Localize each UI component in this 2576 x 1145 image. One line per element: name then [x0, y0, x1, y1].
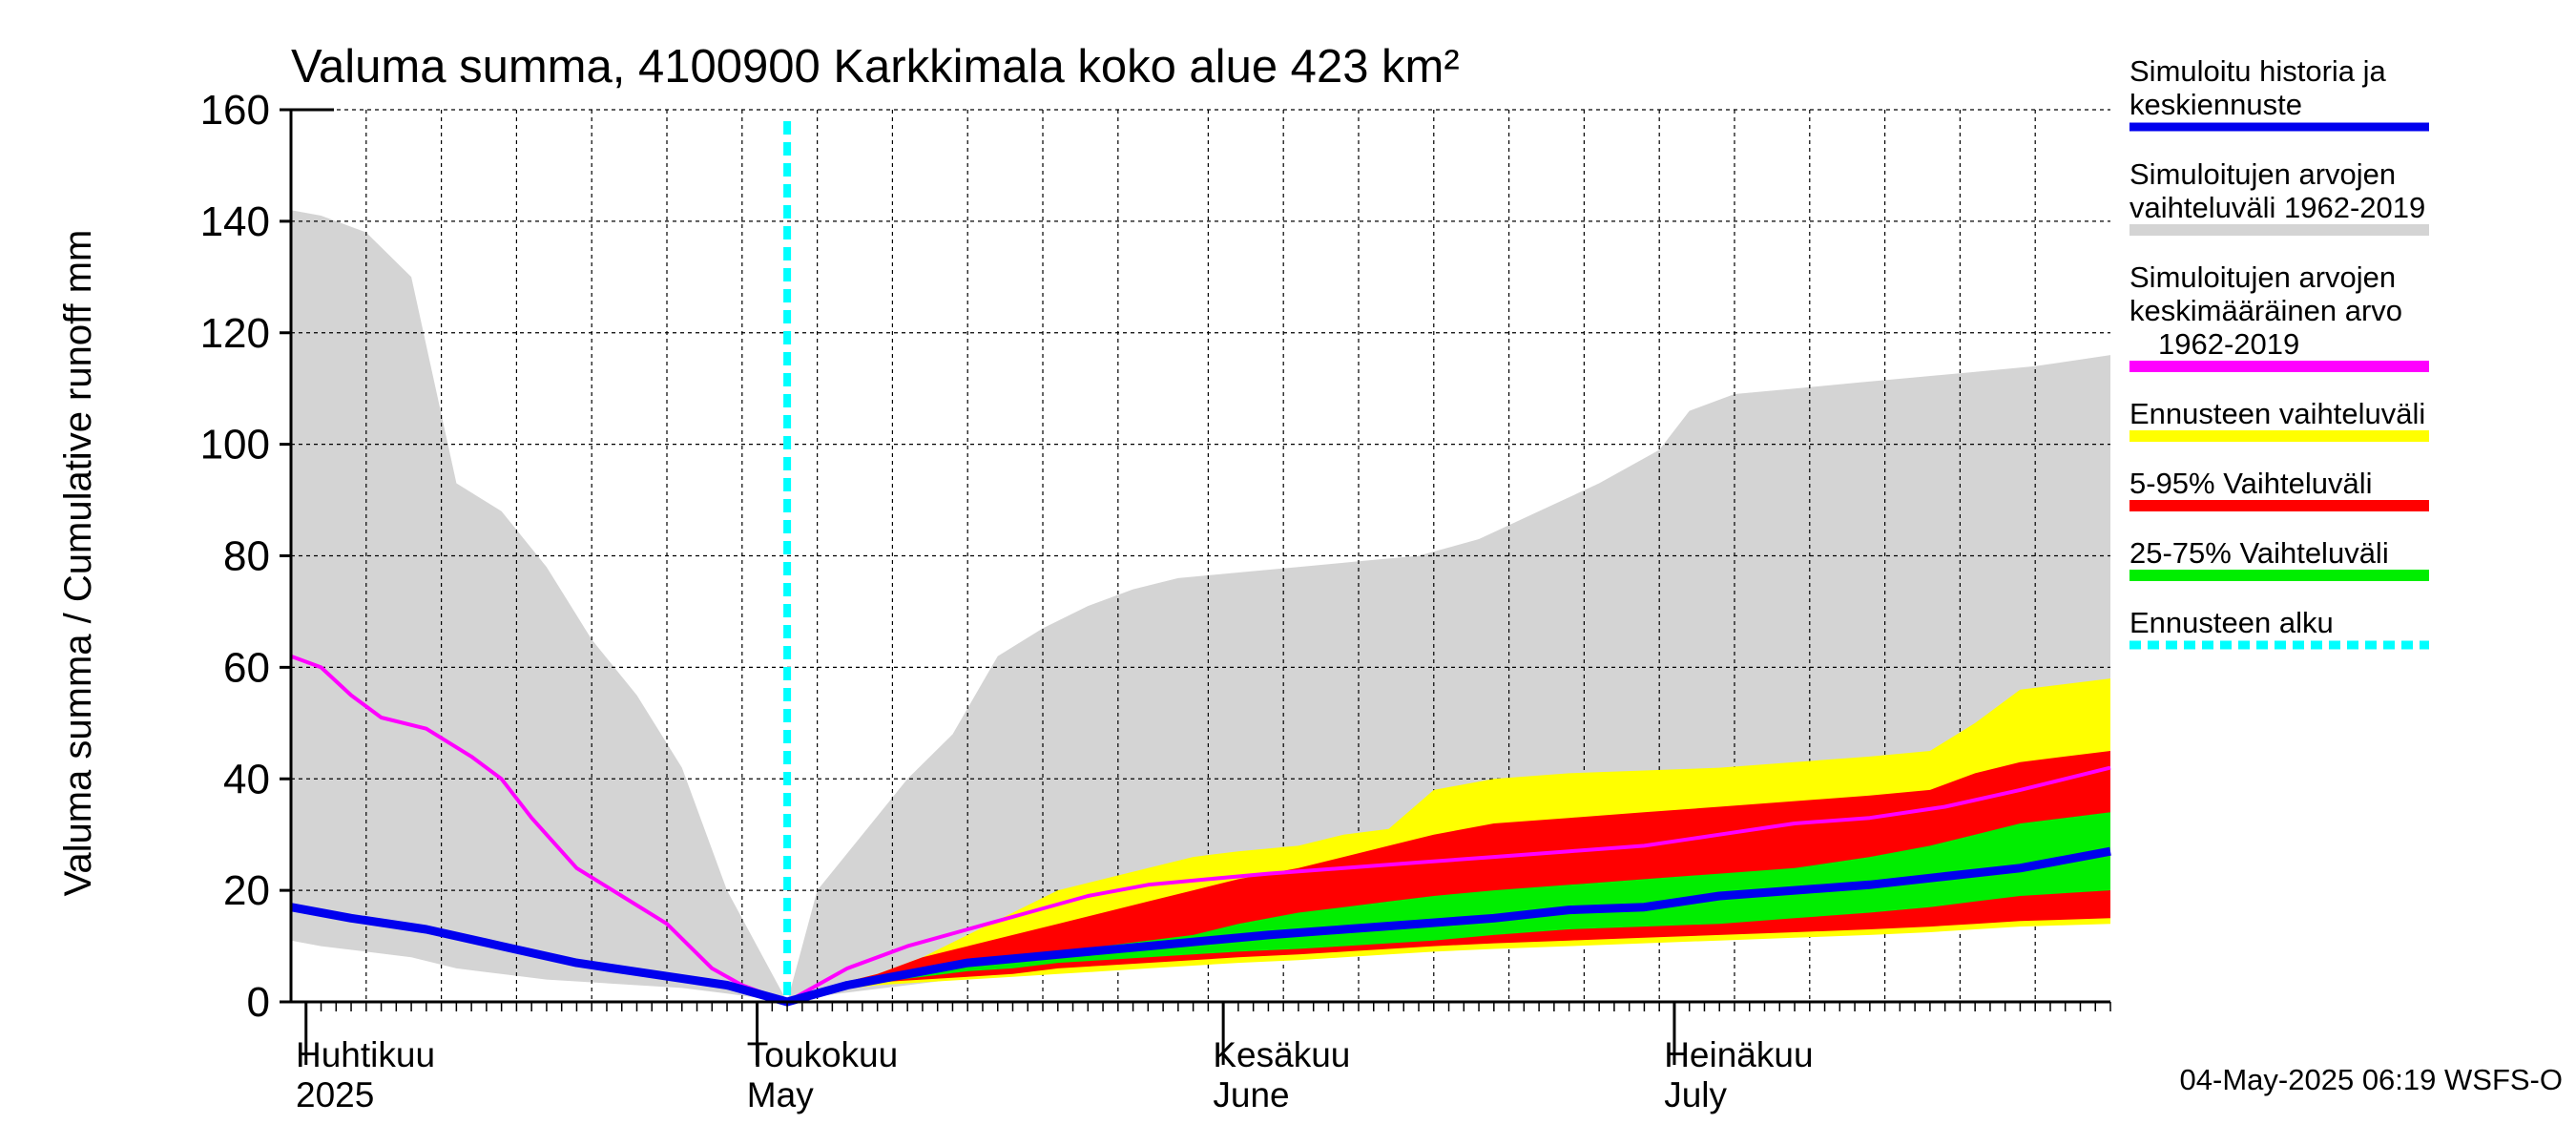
- historical-mean-line: [290, 654, 2111, 1004]
- legend-entry: 5-95% Vaihteluväli: [2129, 467, 2429, 511]
- legend-label: 1962-2019: [2158, 327, 2299, 361]
- y-tick-label: 20: [223, 867, 270, 914]
- legend-label: vaihteluväli 1962-2019: [2129, 191, 2425, 224]
- legend-label: Simuloitujen arvojen: [2129, 157, 2396, 191]
- y-tick-label: 160: [200, 87, 270, 134]
- month-label-en: July: [1664, 1075, 1727, 1114]
- legend-entry: 25-75% Vaihteluväli: [2129, 536, 2429, 581]
- month-label-fi: Toukokuu: [747, 1035, 898, 1074]
- legend-label: 5-95% Vaihteluväli: [2129, 467, 2372, 500]
- legend-label: Simuloitujen arvojen: [2129, 260, 2396, 294]
- y-tick-label: 140: [200, 198, 270, 245]
- footer-timestamp: 04-May-2025 06:19 WSFS-O: [2180, 1063, 2563, 1096]
- legend: Simuloitu historia jakeskiennusteSimuloi…: [2129, 54, 2429, 650]
- legend-entry: Ennusteen vaihteluväli: [2129, 397, 2429, 442]
- legend-label: Simuloitu historia ja: [2129, 54, 2387, 88]
- month-label-fi: Kesäkuu: [1213, 1035, 1350, 1074]
- y-tick-label: 40: [223, 756, 270, 802]
- legend-label: 25-75% Vaihteluväli: [2129, 536, 2389, 570]
- y-tick-label: 120: [200, 310, 270, 357]
- legend-label: Ennusteen alku: [2129, 606, 2334, 639]
- y-tick-label: 0: [247, 979, 270, 1026]
- legend-label: keskiennuste: [2129, 88, 2302, 121]
- simulated-history-line: [290, 846, 2111, 1007]
- chart-title: Valuma summa, 4100900 Karkkimala koko al…: [291, 41, 1460, 93]
- y-tick-label: 80: [223, 533, 270, 580]
- plot-area: [290, 109, 2111, 1007]
- legend-entry: Ennusteen alku: [2129, 606, 2429, 650]
- month-label-en: June: [1213, 1075, 1289, 1114]
- month-label-fi: Heinäkuu: [1664, 1035, 1813, 1074]
- y-tick-label: 100: [200, 422, 270, 468]
- legend-label: keskimääräinen arvo: [2129, 294, 2402, 327]
- month-label-fi: Huhtikuu: [296, 1035, 435, 1074]
- month-label-en: 2025: [296, 1075, 374, 1114]
- y-axis-label: Valuma summa / Cumulative runoff mm: [57, 230, 99, 897]
- legend-label: Ennusteen vaihteluväli: [2129, 397, 2425, 430]
- range-5-95-band: [787, 751, 2110, 1002]
- month-label-en: May: [747, 1075, 814, 1114]
- range-25-75-band: [787, 812, 2110, 1002]
- y-tick-label: 60: [223, 644, 270, 691]
